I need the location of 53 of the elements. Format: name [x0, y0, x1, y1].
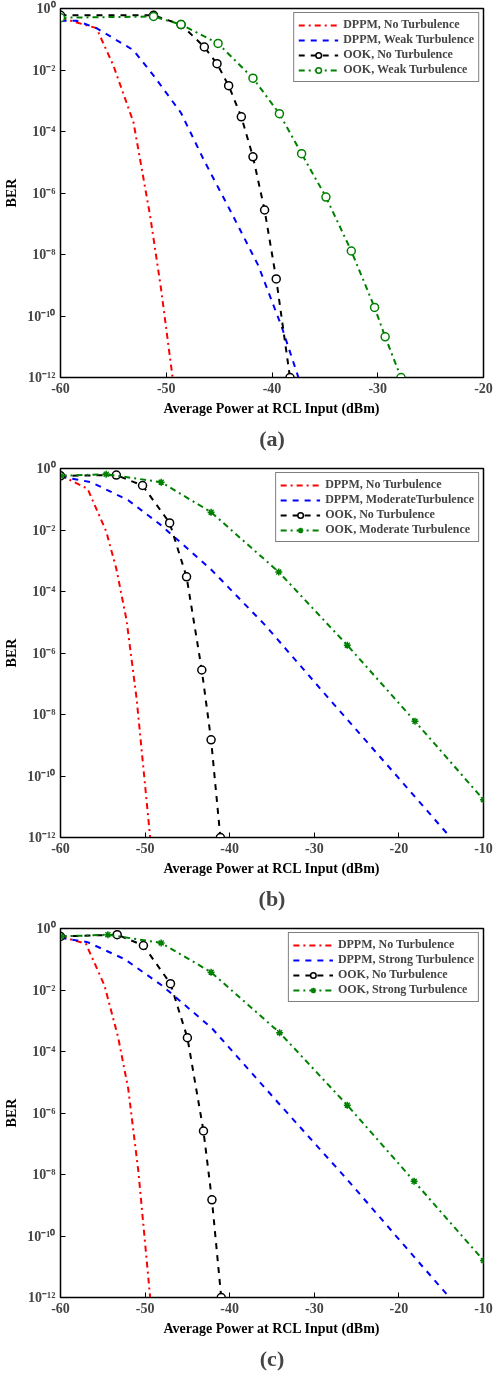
x-axis-title: Average Power at RCL Input (dBm) — [163, 1320, 380, 1337]
legend-label: OOK, No Turbulence — [337, 967, 448, 982]
legend-label: DPPM, Strong Turbulence — [337, 952, 474, 967]
y-tick-label: 10⁰ — [36, 920, 56, 936]
x-tick-label: -30 — [368, 380, 388, 396]
y-axis-title: BER — [4, 1097, 20, 1128]
x-tick-label: -50 — [156, 380, 176, 396]
x-tick-label: -10 — [474, 1300, 493, 1316]
x-tick-label: -20 — [389, 840, 409, 856]
y-tick-label: 10⁻⁴ — [32, 584, 57, 599]
text: (c) — [259, 1345, 285, 1371]
y-tick-label: 10⁻⁴ — [32, 1044, 57, 1059]
legend-label: OOK, Weak Turbulence — [343, 62, 468, 77]
y-axis-title: BER — [4, 637, 20, 668]
text: (a) — [259, 425, 285, 451]
y-tick-label: 10⁰ — [36, 0, 56, 16]
y-tick-label: 10⁻⁸ — [32, 247, 56, 262]
x-tick-label: -30 — [304, 1300, 324, 1316]
y-tick-label: 10⁻¹⁰ — [27, 767, 56, 784]
x-tick-label: -30 — [304, 840, 324, 856]
x-tick-label: -10 — [474, 840, 493, 856]
legend-label: DPPM, No Turbulence — [337, 937, 455, 952]
x-tick-label: -50 — [135, 1300, 155, 1316]
y-tick-label: 10⁻⁴ — [32, 124, 57, 139]
y-tick-label: 10⁻² — [32, 982, 56, 998]
x-tick-label: -40 — [220, 840, 240, 856]
x-tick-label: -20 — [474, 380, 493, 396]
y-tick-label: 10⁻¹⁰ — [27, 1227, 56, 1244]
text: (b) — [258, 885, 286, 911]
y-tick-label: 10⁻¹⁰ — [27, 307, 56, 324]
x-axis-title: Average Power at RCL Input (dBm) — [163, 860, 380, 877]
y-axis-title: BER — [4, 177, 20, 208]
y-tick-label: 10⁻⁶ — [32, 185, 56, 201]
legend-label: OOK, No Turbulence — [325, 507, 435, 522]
x-tick-label: -20 — [389, 1300, 409, 1316]
legend-label: DPPM, ModerateTurbulence — [325, 492, 474, 507]
x-axis-title: Average Power at RCL Input (dBm) — [163, 400, 380, 417]
y-tick-label: 10⁰ — [36, 460, 56, 476]
legend-label: DPPM, No Turbulence — [325, 477, 442, 492]
legend-label: OOK, No Turbulence — [343, 47, 453, 62]
y-tick-label: 10⁻⁶ — [32, 645, 56, 661]
x-tick-label: -40 — [220, 1300, 240, 1316]
y-tick-label: 10⁻² — [32, 62, 56, 78]
y-tick-label: 10⁻² — [32, 522, 56, 538]
y-tick-label: 10⁻⁸ — [32, 707, 56, 722]
legend-label: DPPM, Weak Turbulence — [343, 32, 474, 47]
legend-label: OOK, Strong Turbulence — [337, 982, 468, 997]
x-tick-label: -50 — [135, 840, 155, 856]
y-tick-label: 10⁻⁶ — [32, 1105, 56, 1121]
x-tick-label: -40 — [262, 380, 282, 396]
y-tick-label: 10⁻⁸ — [32, 1167, 56, 1182]
legend-label: OOK, Moderate Turbulence — [325, 522, 471, 537]
legend-label: DPPM, No Turbulence — [343, 17, 460, 32]
